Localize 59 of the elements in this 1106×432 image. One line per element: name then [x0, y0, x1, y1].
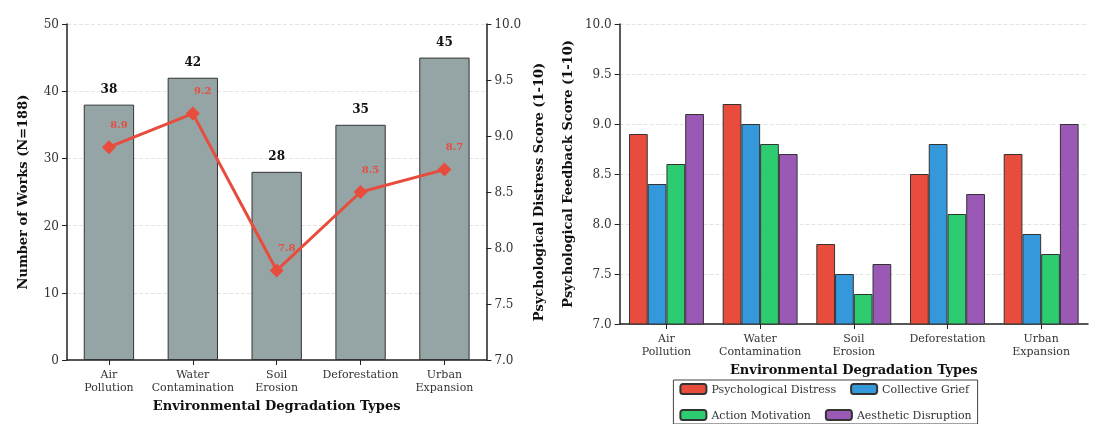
x-tick-label: Soil Erosion: [255, 368, 299, 394]
data-label: 45: [436, 34, 453, 49]
data-label: 28: [268, 148, 286, 163]
y2-tick-label: 7.0: [494, 353, 514, 367]
point: [437, 162, 452, 177]
data-label: 38: [100, 81, 118, 96]
data-label: 8.5: [361, 163, 380, 175]
legend-label: Action Motivation: [710, 408, 811, 422]
y-tick-label: 9.0: [592, 117, 612, 131]
legend-label: Aesthetic Disruption: [855, 408, 972, 422]
x-axis-title: Environmental Degradation Types: [152, 397, 401, 413]
x-tick-label: Urban Expansion: [1012, 332, 1071, 358]
y-axis-title: Number of Works (N=188): [15, 94, 30, 290]
data-label: 8.9: [110, 118, 128, 130]
x-tick-label: Deforestation: [322, 368, 399, 381]
y2-tick-label: 7.5: [494, 297, 514, 311]
y2-tick-label: 8.0: [494, 241, 514, 255]
legend-label: Collective Grief: [882, 382, 971, 396]
y-tick-label: 7.5: [592, 267, 612, 281]
point: [353, 185, 368, 199]
x-tick-label: Urban Expansion: [415, 368, 474, 394]
x-tick-label: Water Contamination: [151, 368, 234, 394]
data-label: 42: [184, 54, 202, 69]
y-tick-label: 8.0: [592, 217, 612, 231]
y2-tick-label: 10.0: [494, 17, 522, 31]
y2-axis-title: Psychological Distress Score (1-10): [531, 62, 546, 322]
y-tick-label: 8.5: [592, 167, 612, 181]
y2-tick-label: 8.5: [494, 185, 514, 199]
x-tick-label: Soil Erosion: [832, 332, 876, 358]
y-tick-label: 30: [43, 151, 59, 166]
point: [101, 140, 116, 155]
point: [185, 106, 200, 121]
y-tick-label: 20: [43, 218, 59, 233]
y2-tick-label: 9.5: [494, 73, 514, 87]
x-tick-label: Air Pollution: [641, 332, 692, 358]
bar: [419, 57, 470, 360]
y-tick-label: 40: [43, 84, 59, 99]
x-tick-label: Air Pollution: [84, 368, 134, 394]
y-tick-label: 50: [43, 17, 59, 31]
y-axis-title: Psychological Feedback Score (1-10): [560, 40, 575, 308]
x-tick-label: Water Contamination: [718, 332, 802, 358]
y-tick-label: 10.0: [584, 17, 612, 31]
y2-tick-label: 9.0: [494, 129, 514, 143]
bar: [83, 104, 135, 360]
y-tick-label: 9.5: [592, 67, 612, 81]
y-tick-label: 7.0: [592, 317, 612, 331]
data-label: 8.7: [445, 141, 464, 153]
data-label: 7.8: [277, 241, 296, 253]
point: [269, 263, 284, 278]
y-tick-label: 0: [51, 353, 59, 367]
legend-label: Psychological Distress: [711, 382, 837, 396]
bar: [251, 171, 302, 360]
bar: [167, 77, 218, 360]
data-label: 35: [352, 101, 369, 116]
y-tick-label: 10: [43, 285, 59, 300]
data-label: 9.2: [194, 85, 212, 97]
x-axis-title: Environmental Degradation Types: [729, 361, 978, 377]
bar: [335, 124, 386, 360]
x-tick-label: Deforestation: [909, 332, 986, 345]
